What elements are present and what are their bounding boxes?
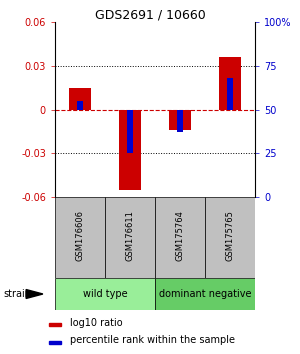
- Bar: [55, 197, 105, 278]
- Text: GDS2691 / 10660: GDS2691 / 10660: [94, 8, 206, 21]
- Text: GSM175764: GSM175764: [176, 210, 184, 261]
- Bar: [49, 341, 62, 344]
- Bar: [119, 109, 141, 190]
- Bar: [49, 323, 62, 326]
- Bar: [155, 197, 205, 278]
- Bar: [105, 197, 155, 278]
- Text: GSM175765: GSM175765: [226, 210, 235, 261]
- Text: GSM176611: GSM176611: [125, 210, 134, 261]
- Bar: [155, 278, 255, 310]
- Text: GSM176606: GSM176606: [76, 210, 85, 261]
- Bar: [169, 109, 191, 130]
- Bar: [227, 78, 233, 109]
- Text: log10 ratio: log10 ratio: [70, 319, 123, 329]
- Polygon shape: [26, 290, 43, 298]
- Text: strain: strain: [3, 289, 31, 299]
- Bar: [127, 109, 133, 153]
- Bar: [205, 197, 255, 278]
- Text: wild type: wild type: [83, 289, 127, 299]
- Text: percentile rank within the sample: percentile rank within the sample: [70, 335, 235, 345]
- Bar: [69, 88, 91, 109]
- Text: dominant negative: dominant negative: [159, 289, 251, 299]
- Bar: [219, 57, 241, 109]
- Bar: [77, 101, 83, 109]
- Bar: [177, 109, 183, 132]
- Bar: [55, 278, 155, 310]
